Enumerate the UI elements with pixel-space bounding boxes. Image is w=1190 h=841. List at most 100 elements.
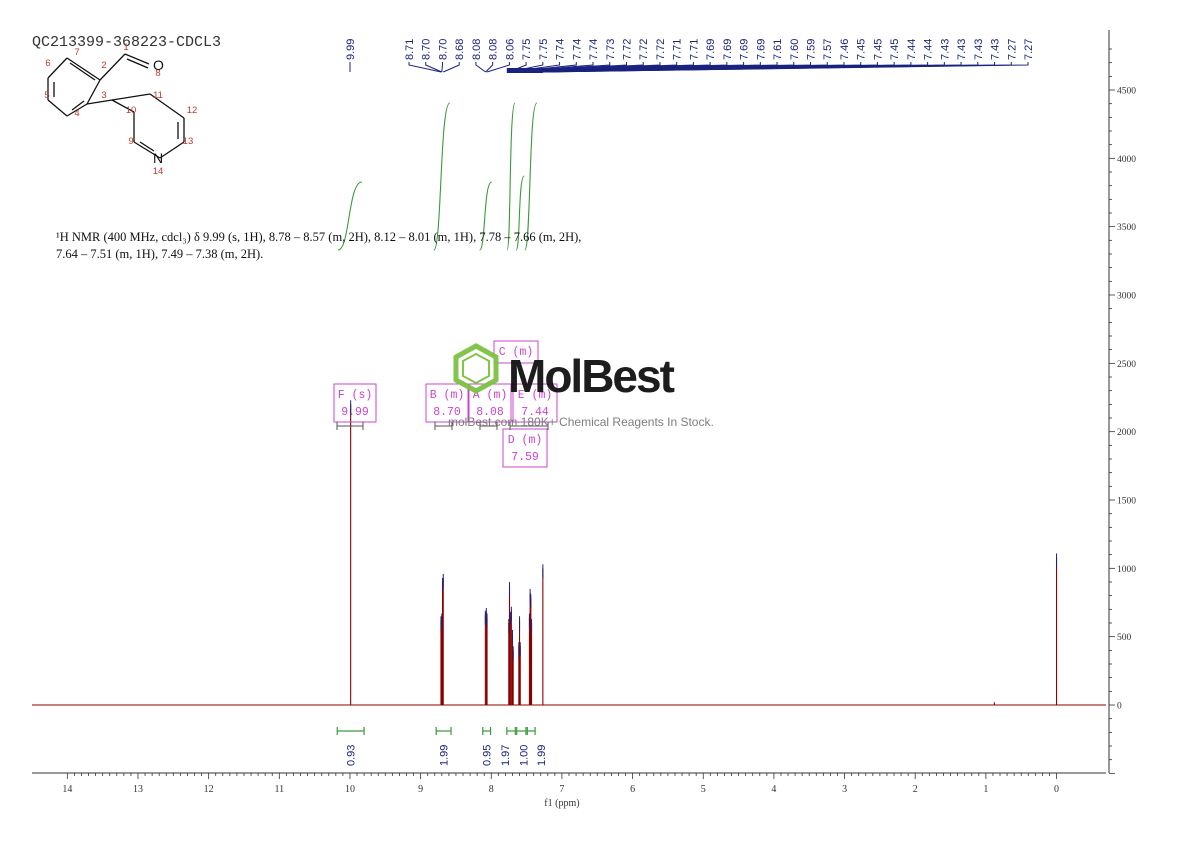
peak-label: 7.27 bbox=[1006, 39, 1018, 60]
atom-nitrogen: N bbox=[153, 150, 163, 166]
nmr-description-line2: 7.64 – 7.51 (m, 1H), 7.49 – 7.38 (m, 2H)… bbox=[56, 247, 263, 261]
atom-number: 13 bbox=[183, 136, 194, 147]
peak-label: 7.75 bbox=[538, 39, 550, 60]
integral-value: 0.93 bbox=[346, 745, 358, 766]
peak-label: 7.60 bbox=[789, 39, 801, 60]
peak-label-connector bbox=[425, 62, 443, 73]
atom-number: 2 bbox=[101, 60, 106, 71]
peak-label-connector bbox=[486, 62, 510, 73]
x-tick-label: 0 bbox=[1054, 784, 1059, 795]
multiplet-box bbox=[512, 383, 558, 423]
atom-number: 5 bbox=[44, 90, 49, 101]
peak-label: 7.72 bbox=[638, 39, 650, 60]
x-tick-label: 11 bbox=[274, 784, 284, 795]
peak-label-connector bbox=[443, 62, 460, 73]
integral-curve bbox=[337, 181, 363, 251]
atom-number: 11 bbox=[153, 90, 163, 101]
peak-label-connector bbox=[542, 62, 1029, 73]
integral-value: 1.00 bbox=[518, 745, 530, 766]
sample-id: QC213399-368223-CDCL3 bbox=[32, 34, 221, 51]
x-tick-label: 3 bbox=[842, 784, 847, 795]
chemical-structure bbox=[47, 53, 185, 159]
y-tick-label: 1500 bbox=[1117, 497, 1136, 507]
peak-label: 7.75 bbox=[521, 39, 533, 60]
molbest-logo-icon bbox=[453, 343, 499, 394]
integral-curve bbox=[433, 102, 451, 251]
multiplet-id: C (m) bbox=[499, 346, 534, 359]
x-tick-label: 14 bbox=[62, 784, 72, 795]
spectrum-trace bbox=[32, 400, 1106, 706]
multiplet-shift: 7.44 bbox=[521, 406, 549, 419]
peak-label: 7.59 bbox=[806, 39, 818, 60]
peak-label: 7.43 bbox=[956, 39, 968, 60]
atom-oxygen: O bbox=[153, 57, 164, 73]
multiplet-box bbox=[425, 383, 469, 423]
integral-curve bbox=[524, 102, 538, 251]
integral-curve bbox=[479, 181, 493, 251]
atom-number: 9 bbox=[128, 136, 133, 147]
peak-label: 7.44 bbox=[906, 39, 918, 60]
atom-number: 8 bbox=[155, 68, 160, 79]
y-tick-label: 3000 bbox=[1117, 292, 1136, 302]
multiplet-id: A (m) bbox=[473, 389, 508, 402]
integral-value: 0.95 bbox=[482, 745, 494, 766]
atom-number: 6 bbox=[45, 58, 50, 69]
integral-bars: 0.93 1.99 0.95 1.97 1.00 1.99 bbox=[336, 727, 548, 766]
integral-value: 1.97 bbox=[500, 745, 512, 766]
peak-label-cluster-bar bbox=[506, 68, 543, 73]
peak-label: 7.72 bbox=[655, 39, 667, 60]
y-tick-label: 3500 bbox=[1117, 223, 1136, 233]
molbest-watermark: MolBest molBest.com 180K+ Chemical Reage… bbox=[448, 343, 714, 429]
peak-label-connector bbox=[475, 62, 486, 73]
peak-label: 7.27 bbox=[1023, 39, 1035, 60]
peak-label: 7.69 bbox=[739, 39, 751, 60]
x-tick-label: 8 bbox=[489, 784, 494, 795]
multiplet-shift: 9.99 bbox=[341, 406, 369, 419]
peak-label: 8.70 bbox=[437, 39, 449, 60]
y-tick-label: 500 bbox=[1117, 633, 1132, 643]
integral-value: 1.99 bbox=[536, 745, 548, 766]
peak-label: 7.74 bbox=[588, 39, 600, 60]
x-tick-label: 1 bbox=[983, 784, 988, 795]
x-tick-label: 2 bbox=[913, 784, 918, 795]
multiplet-box bbox=[502, 428, 548, 468]
peak-label: 8.70 bbox=[421, 39, 433, 60]
y-tick-label: 2000 bbox=[1117, 428, 1136, 438]
nmr-description-line1: ¹H NMR (400 MHz, cdcl₃) δ 9.99 (s, 1H), … bbox=[56, 230, 581, 244]
peak-label: 7.72 bbox=[621, 39, 633, 60]
x-tick-label: 6 bbox=[630, 784, 635, 795]
peak-label-group: 9.99 8.71 8.70 8.70 8.68 8.08 8.08 8.06 7.75 7.75… bbox=[345, 39, 1035, 73]
integral-curves bbox=[337, 102, 538, 251]
multiplet-box bbox=[493, 340, 539, 364]
x-tick-label: 7 bbox=[559, 784, 564, 795]
peak-label: 8.68 bbox=[454, 39, 466, 60]
y-tick-label: 2500 bbox=[1117, 360, 1136, 370]
multiplet-shift: 8.08 bbox=[476, 406, 504, 419]
multiplet-id: D (m) bbox=[508, 434, 543, 447]
y-tick-label: 4500 bbox=[1117, 87, 1136, 97]
multiplet-shift: 7.59 bbox=[511, 451, 539, 464]
peak-label: 7.74 bbox=[555, 39, 567, 60]
peak-label: 8.08 bbox=[488, 39, 500, 60]
multiplet-id: B (m) bbox=[430, 389, 465, 402]
peak-label: 7.71 bbox=[672, 39, 684, 60]
peak-label: 8.06 bbox=[504, 39, 516, 60]
peak-label: 8.08 bbox=[471, 39, 483, 60]
multiplet-annotations: F (s) 9.99 B (m) 8.70 A (m) 8.08 C (m) E (m) 7.4… bbox=[333, 340, 558, 468]
x-tick-label: 9 bbox=[418, 784, 423, 795]
spectrum-axes: 14 13 12 11 10 9 8 7 6 5 4 3 2 1 0f1 (ppm)050010001500… bbox=[32, 30, 1136, 809]
peak-label-connector bbox=[485, 62, 494, 73]
x-tick-label: 4 bbox=[771, 784, 776, 795]
y-tick-label: 4000 bbox=[1117, 155, 1136, 165]
integral-curve bbox=[506, 102, 516, 251]
peak-label: 7.69 bbox=[705, 39, 717, 60]
integral-curve bbox=[515, 175, 525, 251]
multiplet-shift: 8.70 bbox=[433, 406, 461, 419]
x-tick-label: 12 bbox=[204, 784, 214, 795]
peak-label: 7.43 bbox=[973, 39, 985, 60]
molbest-tagline: molBest.com 180K+ Chemical Reagents In S… bbox=[448, 415, 714, 429]
atom-number: 7 bbox=[74, 47, 79, 58]
peak-label: 7.44 bbox=[923, 39, 935, 60]
peak-label: 7.43 bbox=[990, 39, 1002, 60]
